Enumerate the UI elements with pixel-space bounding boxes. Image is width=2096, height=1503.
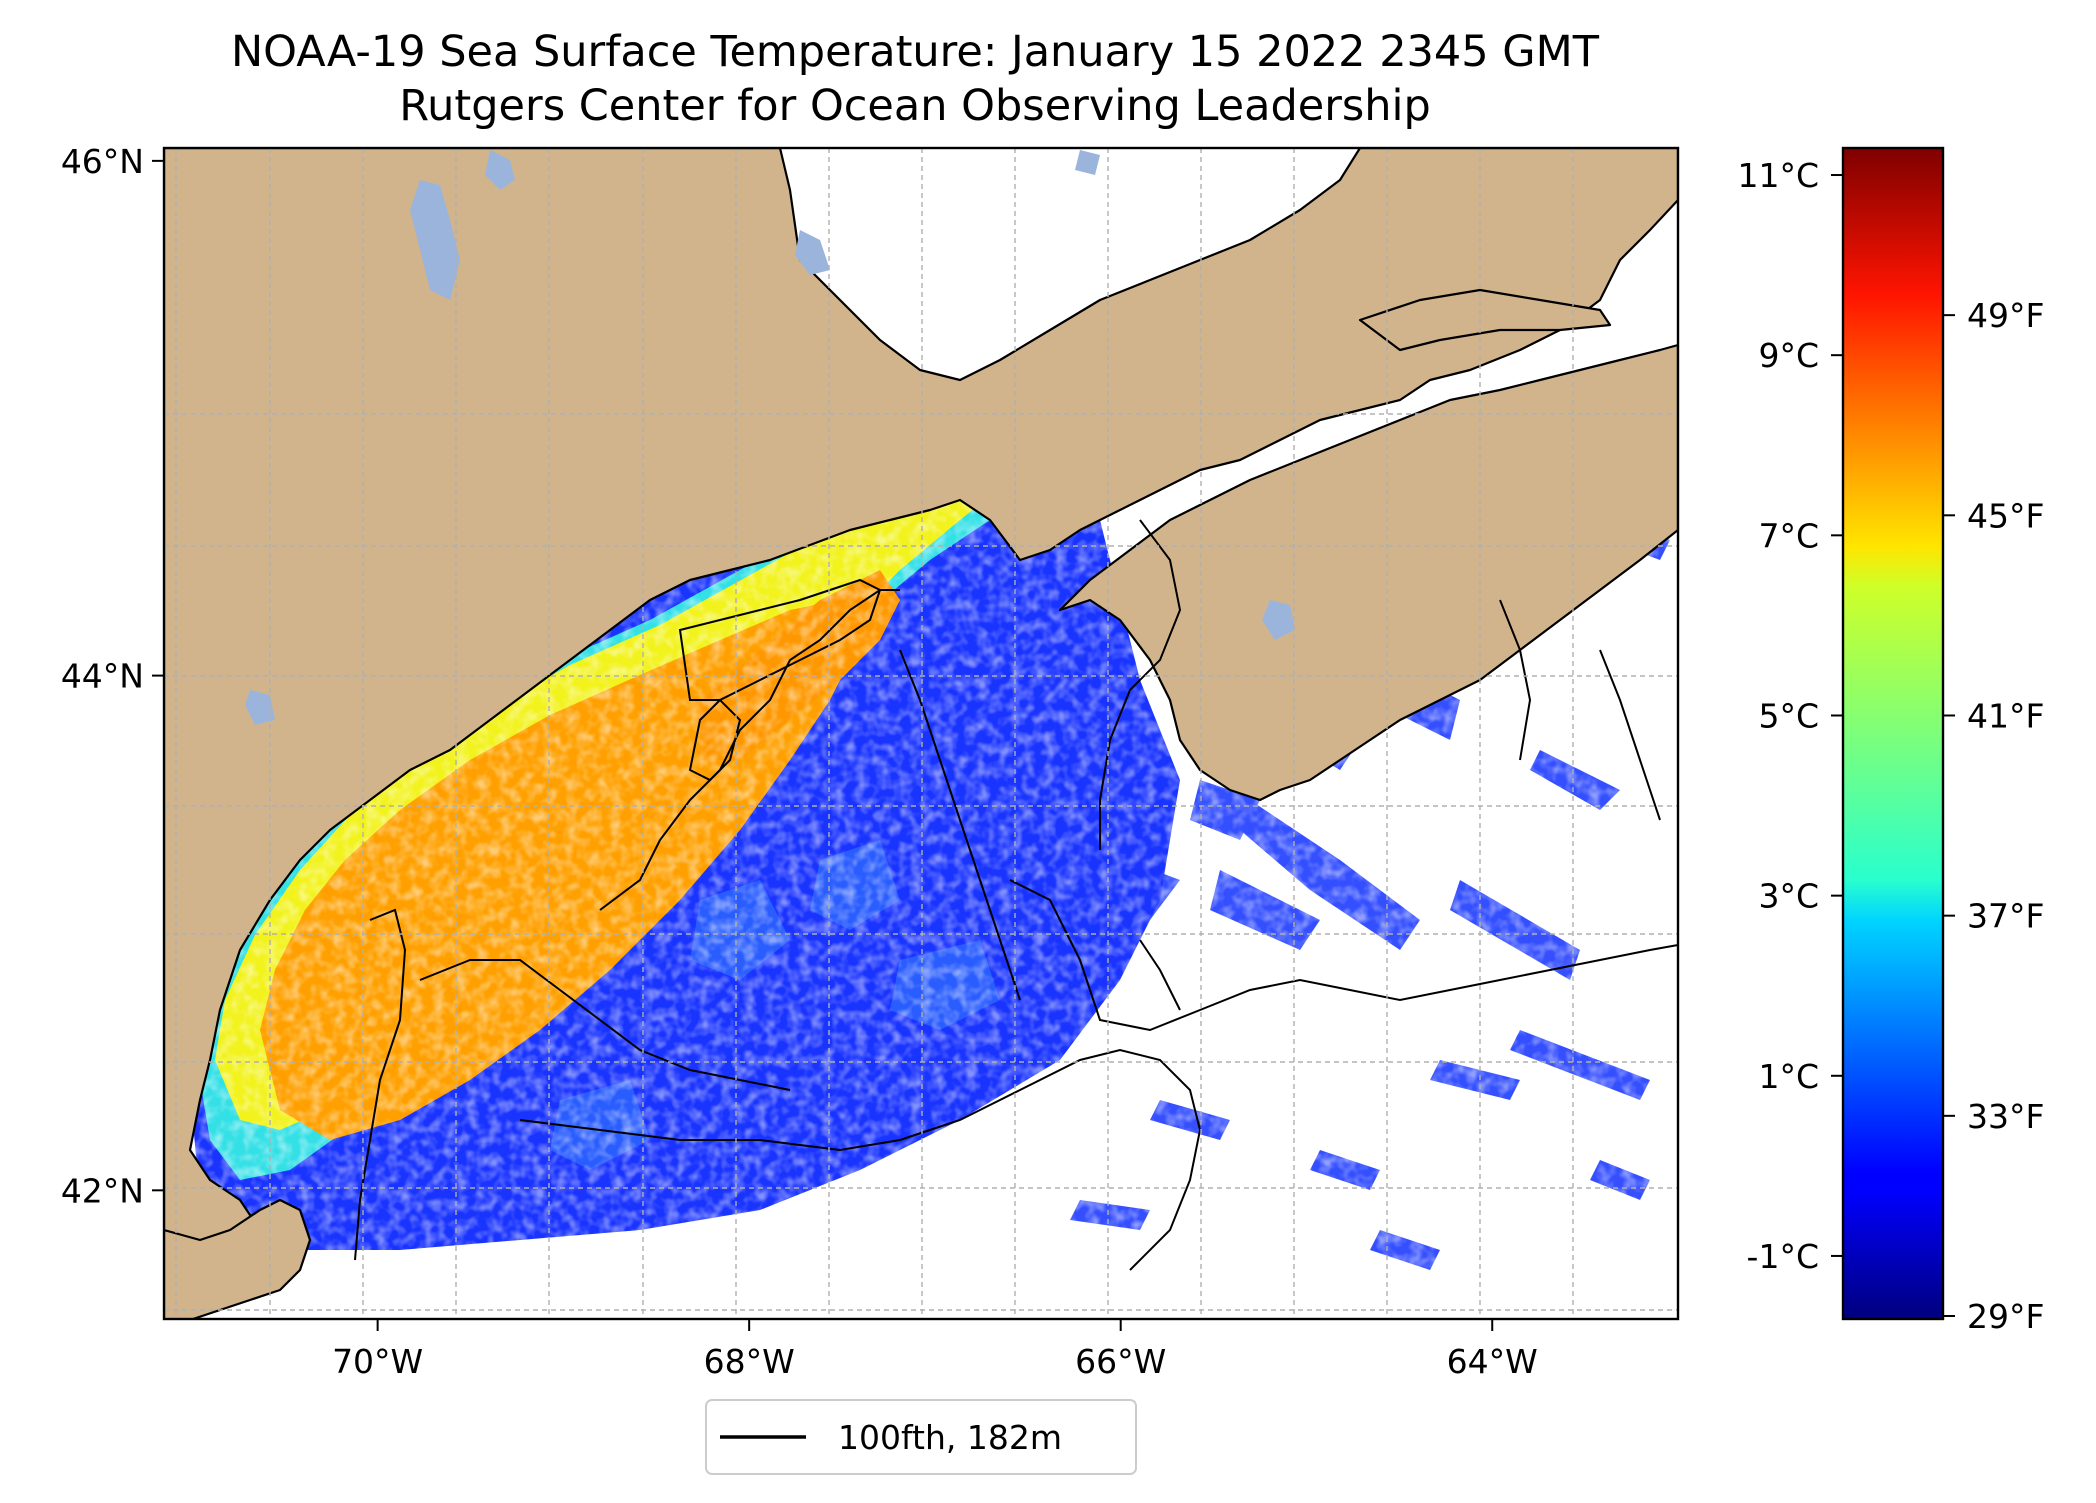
colorbar-celsius-tick-label: 7°C bbox=[1758, 516, 1819, 555]
legend: 100fth, 182m bbox=[705, 1399, 1137, 1475]
longitude-axis: 70°W 68°W 66°W 64°W bbox=[332, 1319, 1538, 1381]
gridlines bbox=[164, 148, 1678, 1319]
lon-tick-label: 70°W bbox=[332, 1342, 423, 1381]
colorbar-fahrenheit-tick-label: 33°F bbox=[1967, 1097, 2044, 1136]
land-prince-edward-area bbox=[1358, 288, 1612, 352]
colorbar-fahrenheit-tick-label: 37°F bbox=[1967, 897, 2044, 936]
lat-tick-label: 44°N bbox=[61, 657, 144, 696]
colorbar-gradient bbox=[1841, 146, 1945, 1321]
colorbar-celsius-tick-label: 11°C bbox=[1737, 156, 1819, 195]
colorbar-fahrenheit-tick-label: 41°F bbox=[1967, 696, 2044, 735]
lon-tick-label: 68°W bbox=[704, 1342, 795, 1381]
colorbar-celsius-tick-label: 3°C bbox=[1758, 877, 1819, 916]
colorbar-fahrenheit-tick-label: 45°F bbox=[1967, 496, 2044, 535]
colorbar-celsius-tick-label: -1°C bbox=[1747, 1237, 1819, 1276]
legend-label: 100fth, 182m bbox=[838, 1418, 1062, 1457]
land bbox=[164, 148, 1678, 1319]
colorbar-celsius-axis: 11°C 9°C 7°C 5°C 3°C 1°C -1°C bbox=[1737, 156, 1843, 1276]
lon-tick-label: 64°W bbox=[1447, 1342, 1538, 1381]
sst-map-panel bbox=[164, 148, 1678, 1319]
lat-tick-label: 42°N bbox=[61, 1171, 144, 1210]
colorbar: 11°C 9°C 7°C 5°C 3°C 1°C -1°C 49°F 45°F 41°F 37°F… bbox=[1737, 146, 2044, 1336]
colorbar-celsius-tick-label: 5°C bbox=[1758, 696, 1819, 735]
lakes bbox=[245, 150, 1295, 725]
colorbar-celsius-tick-label: 1°C bbox=[1758, 1057, 1819, 1096]
colorbar-fahrenheit-tick-label: 29°F bbox=[1967, 1297, 2044, 1336]
colorbar-celsius-tick-label: 9°C bbox=[1758, 336, 1819, 375]
map-frame bbox=[162, 146, 1680, 1321]
land-nova-scotia bbox=[1058, 343, 1678, 802]
lon-tick-label: 66°W bbox=[1075, 1342, 1166, 1381]
chart-title-line1: NOAA-19 Sea Surface Temperature: January… bbox=[231, 27, 1600, 77]
isobath-100fth bbox=[354, 519, 1678, 1271]
latitude-axis: 46°N 44°N 42°N bbox=[61, 142, 164, 1210]
chart-title-line2: Rutgers Center for Ocean Observing Leade… bbox=[399, 81, 1431, 131]
land-new-england bbox=[164, 148, 1678, 1307]
legend-box bbox=[705, 1399, 1137, 1475]
colorbar-fahrenheit-tick-label: 49°F bbox=[1967, 296, 2044, 335]
colorbar-fahrenheit-axis: 49°F 45°F 41°F 37°F 33°F 29°F bbox=[1943, 296, 2044, 1336]
lat-tick-label: 46°N bbox=[61, 142, 144, 181]
